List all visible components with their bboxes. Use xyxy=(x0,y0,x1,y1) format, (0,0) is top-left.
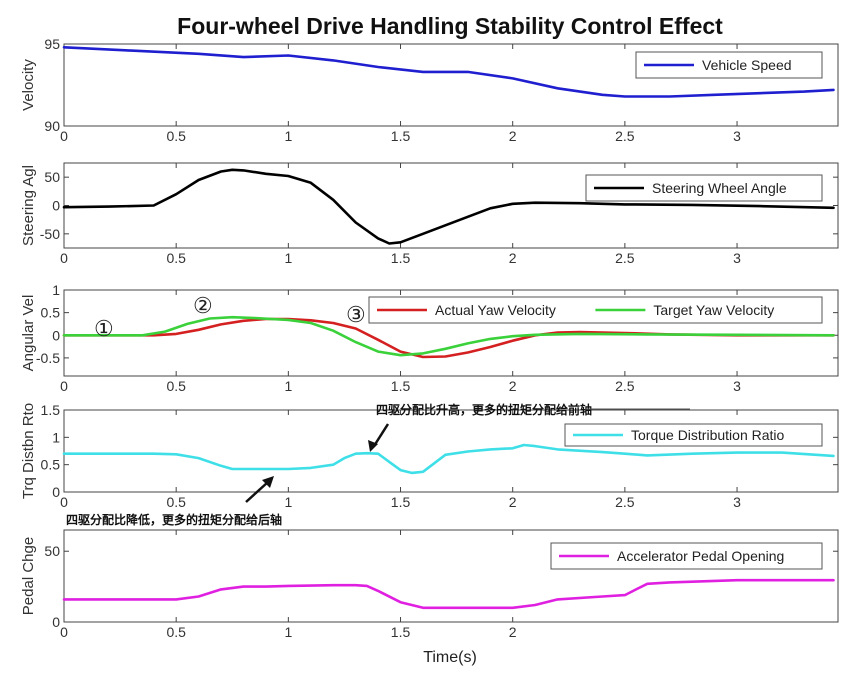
y-tick-label: 50 xyxy=(44,543,60,559)
x-tick-label: 2.5 xyxy=(615,378,635,394)
annotation-circle-2: ② xyxy=(193,293,213,318)
y-axis-label: Trq Distbn Rto xyxy=(20,403,37,499)
x-tick-label: 0 xyxy=(60,128,68,144)
x-tick-label: 0.5 xyxy=(166,128,186,144)
y-tick-label: 1 xyxy=(52,282,60,298)
y-axis-label: Angular Vel xyxy=(20,295,37,372)
legend-label: Target Yaw Velocity xyxy=(653,302,774,318)
x-tick-label: 1.5 xyxy=(391,250,411,266)
legend-box xyxy=(564,423,823,447)
x-axis-label: Time(s) xyxy=(423,649,477,666)
x-tick-label: 0 xyxy=(60,378,68,394)
x-tick-label: 1.5 xyxy=(391,128,411,144)
y-tick-label: 0 xyxy=(52,327,60,343)
annotation-circle-1: ① xyxy=(94,316,114,341)
x-tick-label: 2 xyxy=(509,378,517,394)
x-tick-label: 2.5 xyxy=(615,250,635,266)
x-tick-label: 0 xyxy=(60,494,68,510)
annotation-arrow-up xyxy=(372,423,390,447)
annotations: ① ② ③ 四驱分配比升高，更多的扭矩分配给前轴 四驱分配比降低，更多的扭矩分配… xyxy=(66,293,690,527)
legend: Steering Wheel Angle xyxy=(585,174,823,202)
x-tick-label: 3 xyxy=(733,128,741,144)
legend: Vehicle Speed xyxy=(635,51,823,79)
annotation-arrow-down xyxy=(245,481,269,503)
legend: Torque Distribution Ratio xyxy=(564,423,823,447)
annotation-torque-up: 四驱分配比升高，更多的扭矩分配给前轴 xyxy=(376,402,592,417)
annotation-arrowhead-down xyxy=(262,476,274,488)
y-tick-label: 1.5 xyxy=(41,402,61,418)
legend: Accelerator Pedal Opening xyxy=(550,542,823,570)
y-tick-label: 0 xyxy=(52,614,60,630)
x-tick-label: 0.5 xyxy=(166,624,186,640)
y-tick-label: 0.5 xyxy=(41,457,61,473)
x-tick-label: 1 xyxy=(284,624,292,640)
series-line-target-yaw-velocity xyxy=(62,315,835,357)
plot-area xyxy=(63,409,839,493)
y-tick-label: -50 xyxy=(40,226,60,242)
x-tick-label: 0.5 xyxy=(166,494,186,510)
series-line-vehicle-speed xyxy=(62,45,835,98)
x-tick-label: 0 xyxy=(60,250,68,266)
y-axis-label: Pedal Chge xyxy=(20,537,37,615)
x-tick-label: 1 xyxy=(284,128,292,144)
series-line-accelerator-pedal-opening xyxy=(62,578,835,610)
subplot-1: 0 0.5 1 1.5 2 2.5 3 90 95 Velocity Vehicle Speed xyxy=(20,36,839,144)
legend-label: Actual Yaw Velocity xyxy=(435,302,556,318)
x-tick-label: 2 xyxy=(509,494,517,510)
x-tick-label: 1.5 xyxy=(391,378,411,394)
x-tick-label: 1 xyxy=(284,250,292,266)
x-tick-label: 2 xyxy=(509,624,517,640)
series-line-steering-wheel-angle xyxy=(62,168,835,245)
x-tick-label: 0 xyxy=(60,624,68,640)
legend-label: Steering Wheel Angle xyxy=(652,180,787,196)
legend-label: Accelerator Pedal Opening xyxy=(617,548,784,564)
y-axis-label: Velocity xyxy=(20,59,37,111)
x-tick-label: 1.5 xyxy=(391,624,411,640)
y-tick-label: 0.5 xyxy=(41,305,61,321)
annotation-circle-3: ③ xyxy=(346,302,366,327)
x-tick-label: 0.5 xyxy=(166,250,186,266)
x-tick-label: 2 xyxy=(509,128,517,144)
x-tick-label: 2.5 xyxy=(615,494,635,510)
series-line-torque-distribution-ratio xyxy=(62,443,835,475)
x-tick-label: 0.5 xyxy=(166,378,186,394)
y-tick-label: 95 xyxy=(44,36,60,52)
legend: Actual Yaw Velocity Target Yaw Velocity xyxy=(368,296,823,324)
series-line-actual-yaw-velocity xyxy=(62,317,835,359)
legend-label: Torque Distribution Ratio xyxy=(631,427,785,443)
legend-label: Vehicle Speed xyxy=(702,57,792,73)
y-tick-label: 0 xyxy=(52,198,60,214)
y-tick-label: 1 xyxy=(52,429,60,445)
y-axis-label: Steering Agl xyxy=(20,165,37,246)
y-tick-label: 50 xyxy=(44,169,60,185)
annotation-arrowhead-up xyxy=(368,440,378,452)
x-tick-label: 2 xyxy=(509,250,517,266)
x-tick-label: 3 xyxy=(733,250,741,266)
x-tick-label: 1.5 xyxy=(391,494,411,510)
legend-box xyxy=(550,542,823,570)
x-tick-label: 1 xyxy=(284,378,292,394)
x-tick-label: 3 xyxy=(733,494,741,510)
annotation-torque-down: 四驱分配比降低，更多的扭矩分配给后轴 xyxy=(66,512,282,527)
y-tick-label: 0 xyxy=(52,484,60,500)
figure-title: Four-wheel Drive Handling Stability Cont… xyxy=(177,13,723,39)
subplot-5: 0 0.5 1 1.5 2 0 50 Pedal Chge Accelerator Pedal … xyxy=(20,529,839,640)
y-tick-label: -0.5 xyxy=(36,350,60,366)
y-tick-label: 90 xyxy=(44,118,60,134)
x-tick-label: 1 xyxy=(284,494,292,510)
x-tick-label: 3 xyxy=(733,378,741,394)
x-tick-label: 2.5 xyxy=(615,128,635,144)
